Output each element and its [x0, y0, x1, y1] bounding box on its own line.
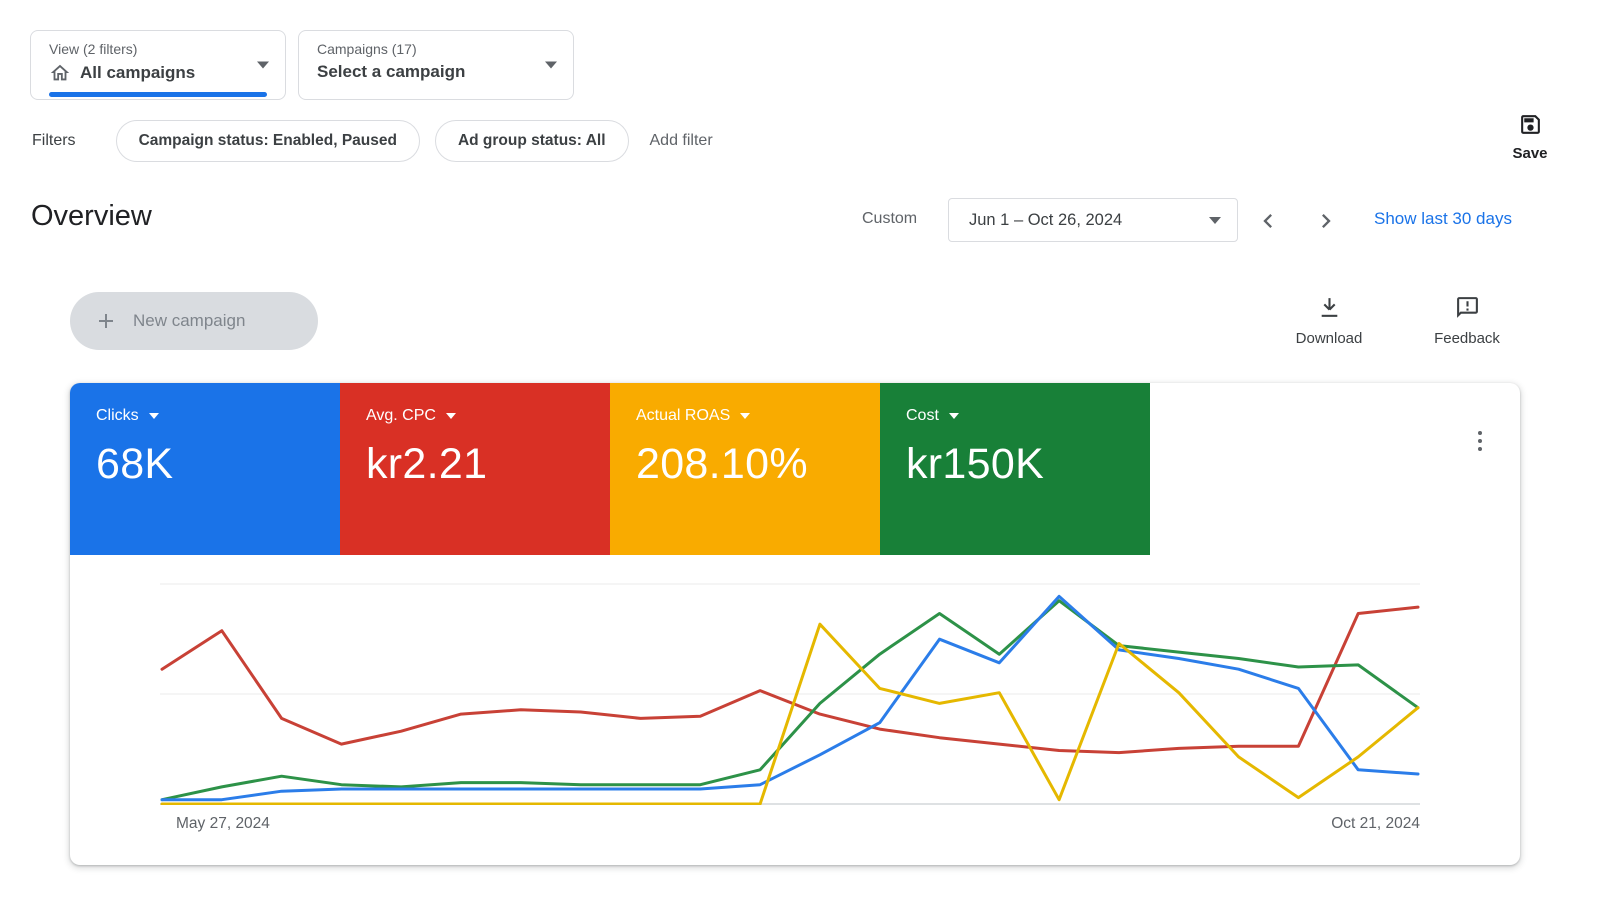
chevron-down-icon	[948, 413, 959, 419]
line-chart-svg	[160, 583, 1420, 805]
save-label: Save	[1512, 145, 1548, 162]
x-axis-end-label: Oct 21, 2024	[1331, 815, 1420, 832]
date-range-mode-label: Custom	[862, 210, 918, 227]
metric-card-clicks[interactable]: Clicks 68K	[70, 383, 340, 555]
metric-card-avg-cpc[interactable]: Avg. CPC kr2.21	[340, 383, 610, 555]
save-icon	[1518, 115, 1543, 141]
campaign-selector[interactable]: Campaigns (17) Select a campaign	[298, 30, 574, 100]
filters-bar: Filters Campaign status: Enabled, Paused…	[32, 118, 713, 164]
feedback-label: Feedback	[1434, 330, 1500, 347]
filters-label: Filters	[32, 132, 76, 149]
view-selector[interactable]: View (2 filters) All campaigns	[30, 30, 286, 100]
filter-chip-campaign-status[interactable]: Campaign status: Enabled, Paused	[115, 120, 420, 162]
metric-card-actual-roas[interactable]: Actual ROAS 208.10%	[610, 383, 880, 555]
kebab-icon	[1478, 431, 1482, 435]
previous-date-range-button[interactable]	[1254, 207, 1282, 235]
chevron-down-icon	[740, 413, 751, 419]
home-icon	[49, 62, 71, 84]
date-range-value: Jun 1 – Oct 26, 2024	[969, 210, 1123, 229]
download-label: Download	[1295, 330, 1363, 347]
filter-chip-label: Ad group status: All	[457, 132, 606, 149]
chevron-down-icon	[445, 413, 456, 419]
plus-icon	[99, 314, 113, 328]
date-range-selector[interactable]: Jun 1 – Oct 26, 2024	[948, 198, 1238, 242]
download-icon	[1317, 298, 1342, 324]
new-campaign-button[interactable]: New campaign	[70, 292, 318, 350]
chevron-down-icon	[148, 413, 159, 419]
metric-card-cost[interactable]: Cost kr150K	[880, 383, 1150, 555]
active-view-indicator	[49, 92, 267, 97]
filter-chip-label: Campaign status: Enabled, Paused	[138, 132, 397, 149]
view-selector-label: View (2 filters)	[49, 41, 138, 57]
performance-line-chart	[160, 583, 1420, 805]
download-button[interactable]: Download	[1283, 295, 1375, 347]
metric-label: Cost	[906, 407, 939, 424]
metric-selector-row: Clicks 68K Avg. CPC kr2.21 Actual ROAS 2…	[70, 383, 1520, 555]
next-date-range-button[interactable]	[1312, 207, 1340, 235]
chevron-down-icon	[1209, 216, 1221, 224]
metric-value: kr150K	[906, 440, 1045, 488]
metric-value: 68K	[96, 440, 174, 488]
view-selector-value: All campaigns	[80, 63, 196, 82]
chart-x-axis: May 27, 2024 Oct 21, 2024	[160, 815, 1420, 833]
filter-chip-adgroup-status[interactable]: Ad group status: All	[434, 120, 629, 162]
metric-label: Clicks	[96, 407, 139, 424]
metric-label: Actual ROAS	[636, 407, 731, 424]
metric-value: kr2.21	[366, 440, 488, 488]
new-campaign-label: New campaign	[133, 311, 246, 330]
campaign-selector-value: Select a campaign	[317, 62, 466, 81]
chevron-down-icon	[257, 61, 269, 69]
metric-label: Avg. CPC	[366, 407, 436, 424]
add-filter-button[interactable]: Add filter	[649, 132, 713, 149]
card-more-options-button[interactable]	[1474, 427, 1486, 455]
show-last-30-days-link[interactable]: Show last 30 days	[1374, 209, 1512, 228]
overview-chart-card: Clicks 68K Avg. CPC kr2.21 Actual ROAS 2…	[70, 383, 1520, 865]
x-axis-start-label: May 27, 2024	[176, 815, 270, 832]
chevron-down-icon	[545, 61, 557, 69]
metric-value: 208.10%	[636, 440, 808, 488]
chevron-left-icon	[1263, 214, 1272, 228]
campaign-selector-label: Campaigns (17)	[317, 41, 417, 57]
chevron-right-icon	[1322, 214, 1331, 228]
save-button[interactable]: Save	[1502, 112, 1558, 162]
feedback-icon	[1455, 297, 1480, 324]
page-title: Overview	[31, 200, 152, 232]
feedback-button[interactable]: Feedback	[1421, 295, 1513, 347]
